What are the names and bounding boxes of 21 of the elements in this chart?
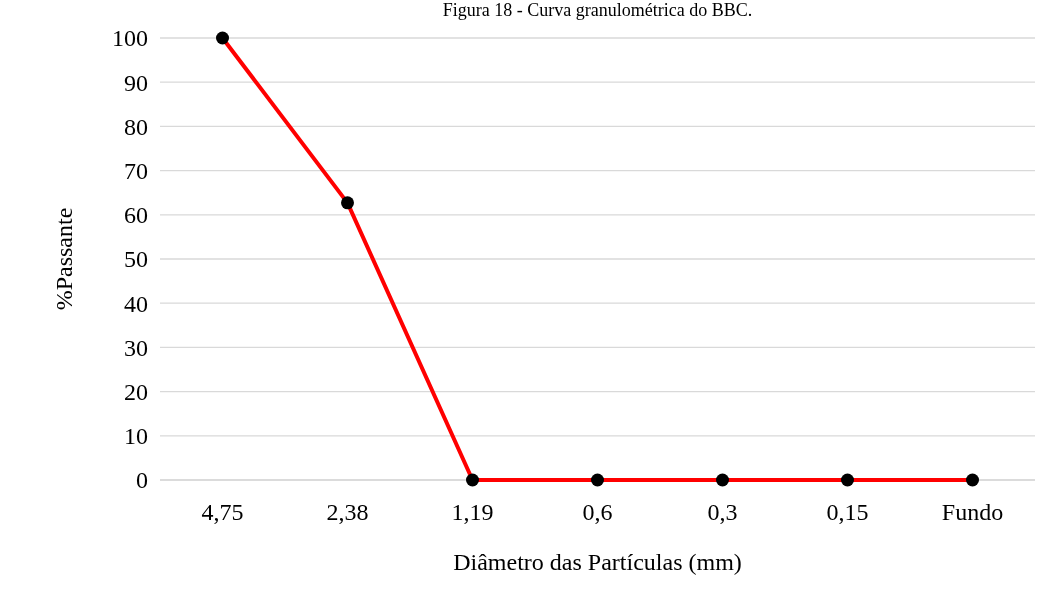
x-axis-title: Diâmetro das Partículas (mm) xyxy=(453,549,742,575)
y-tick-label: 90 xyxy=(124,69,148,96)
x-tick-label: 4,75 xyxy=(201,499,244,525)
y-tick-label: 0 xyxy=(136,467,148,494)
y-tick-label: 10 xyxy=(124,423,148,450)
y-tick-label: 70 xyxy=(124,158,148,184)
y-tick-label: 60 xyxy=(124,202,148,229)
chart-title: Figura 18 - Curva granulométrica do BBC. xyxy=(442,0,753,20)
y-axis-title: %Passante xyxy=(51,207,77,311)
x-tick-label: 0,15 xyxy=(826,499,869,525)
y-tick-label: 50 xyxy=(124,246,148,273)
y-tick-label: 20 xyxy=(124,379,148,405)
x-tick-label: 1,19 xyxy=(451,499,494,525)
x-tick-label: 0,6 xyxy=(582,499,613,525)
y-tick-label: 80 xyxy=(124,113,148,140)
y-tick-label: 30 xyxy=(124,334,148,361)
y-tick-label: 100 xyxy=(112,25,148,52)
x-tick-label: Fundo xyxy=(941,499,1004,525)
x-tick-label: 2,38 xyxy=(326,499,369,525)
y-tick-label: 40 xyxy=(124,290,148,317)
x-tick-label: 0,3 xyxy=(707,499,738,525)
